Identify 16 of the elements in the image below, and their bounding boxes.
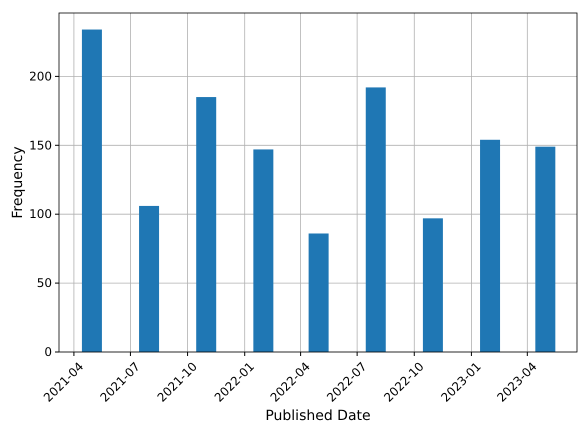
bar (253, 149, 274, 352)
y-axis-title: Frequency (10, 146, 26, 219)
y-tick-label: 100 (29, 207, 52, 222)
y-tick-label: 200 (29, 69, 52, 84)
x-axis-title: Published Date (265, 408, 371, 424)
bar (308, 233, 329, 352)
y-tick-label: 0 (44, 345, 52, 359)
y-tick-label: 50 (36, 276, 52, 290)
bar (139, 206, 160, 352)
bar (480, 140, 500, 352)
bar (535, 146, 556, 352)
bar (366, 87, 386, 352)
bar (422, 218, 443, 352)
y-tick-label: 150 (29, 138, 52, 152)
bar (82, 30, 102, 352)
bar (196, 97, 216, 352)
